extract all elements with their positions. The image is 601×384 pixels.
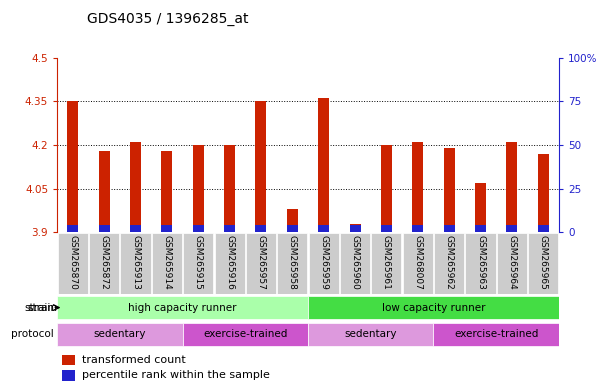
Bar xyxy=(183,323,308,346)
Bar xyxy=(215,233,245,294)
Text: GDS4035 / 1396285_at: GDS4035 / 1396285_at xyxy=(87,12,249,25)
Bar xyxy=(308,323,433,346)
Text: GSM265915: GSM265915 xyxy=(194,235,203,290)
Bar xyxy=(444,225,454,232)
Bar xyxy=(57,323,183,346)
Bar xyxy=(67,101,78,232)
Bar xyxy=(381,225,392,232)
Bar xyxy=(130,225,141,232)
Bar xyxy=(318,98,329,232)
Text: GSM265959: GSM265959 xyxy=(319,235,328,290)
Bar xyxy=(255,101,266,232)
Bar xyxy=(371,233,401,294)
Bar xyxy=(224,225,235,232)
Bar xyxy=(255,225,266,232)
Bar xyxy=(224,145,235,232)
Text: GSM265958: GSM265958 xyxy=(288,235,297,290)
Bar xyxy=(528,233,558,294)
Text: GSM265962: GSM265962 xyxy=(445,235,454,290)
Bar xyxy=(193,225,204,232)
Bar xyxy=(57,296,308,319)
Text: GSM265961: GSM265961 xyxy=(382,235,391,290)
Bar xyxy=(475,225,486,232)
Text: GSM265870: GSM265870 xyxy=(69,235,78,290)
Text: strain: strain xyxy=(27,303,57,313)
Text: GSM265913: GSM265913 xyxy=(131,235,140,290)
Bar xyxy=(497,233,527,294)
Bar xyxy=(412,142,423,232)
Text: GSM265965: GSM265965 xyxy=(538,235,548,290)
Bar xyxy=(120,233,151,294)
Bar xyxy=(183,233,213,294)
Text: GSM265963: GSM265963 xyxy=(476,235,485,290)
Bar xyxy=(444,148,454,232)
Text: high capacity runner: high capacity runner xyxy=(128,303,237,313)
Bar xyxy=(62,370,75,381)
Bar xyxy=(162,151,172,232)
Bar xyxy=(89,233,119,294)
Bar xyxy=(403,233,433,294)
Bar xyxy=(62,355,75,365)
Bar xyxy=(99,151,109,232)
Text: low capacity runner: low capacity runner xyxy=(382,303,485,313)
Text: GSM265914: GSM265914 xyxy=(162,235,171,290)
Bar xyxy=(465,233,496,294)
Text: GSM265872: GSM265872 xyxy=(100,235,109,290)
Bar xyxy=(130,142,141,232)
Bar xyxy=(67,225,78,232)
Text: GSM265964: GSM265964 xyxy=(507,235,516,290)
Bar xyxy=(309,233,339,294)
Bar xyxy=(162,225,172,232)
Bar xyxy=(350,223,361,232)
Text: percentile rank within the sample: percentile rank within the sample xyxy=(82,370,270,381)
Text: sedentary: sedentary xyxy=(344,329,397,339)
Bar xyxy=(434,233,464,294)
Bar xyxy=(538,154,549,232)
Bar xyxy=(287,209,298,232)
Text: GSM265957: GSM265957 xyxy=(257,235,266,290)
Bar xyxy=(318,225,329,232)
Bar xyxy=(193,145,204,232)
Bar xyxy=(277,233,307,294)
Bar xyxy=(507,225,517,232)
Bar xyxy=(507,142,517,232)
Text: transformed count: transformed count xyxy=(82,355,186,365)
Bar xyxy=(152,233,182,294)
Text: strain: strain xyxy=(24,303,54,313)
Bar xyxy=(340,233,370,294)
Bar xyxy=(381,145,392,232)
Bar xyxy=(99,225,109,232)
Text: protocol: protocol xyxy=(11,329,54,339)
Bar xyxy=(350,225,361,232)
Text: exercise-trained: exercise-trained xyxy=(203,329,287,339)
Bar xyxy=(538,225,549,232)
Bar xyxy=(412,225,423,232)
Text: GSM268007: GSM268007 xyxy=(413,235,423,290)
Bar xyxy=(433,323,559,346)
Bar xyxy=(308,296,559,319)
Text: sedentary: sedentary xyxy=(94,329,146,339)
Bar xyxy=(287,225,298,232)
Bar xyxy=(58,233,88,294)
Text: exercise-trained: exercise-trained xyxy=(454,329,538,339)
Bar xyxy=(475,183,486,232)
Text: GSM265916: GSM265916 xyxy=(225,235,234,290)
Bar xyxy=(246,233,276,294)
Text: GSM265960: GSM265960 xyxy=(350,235,359,290)
